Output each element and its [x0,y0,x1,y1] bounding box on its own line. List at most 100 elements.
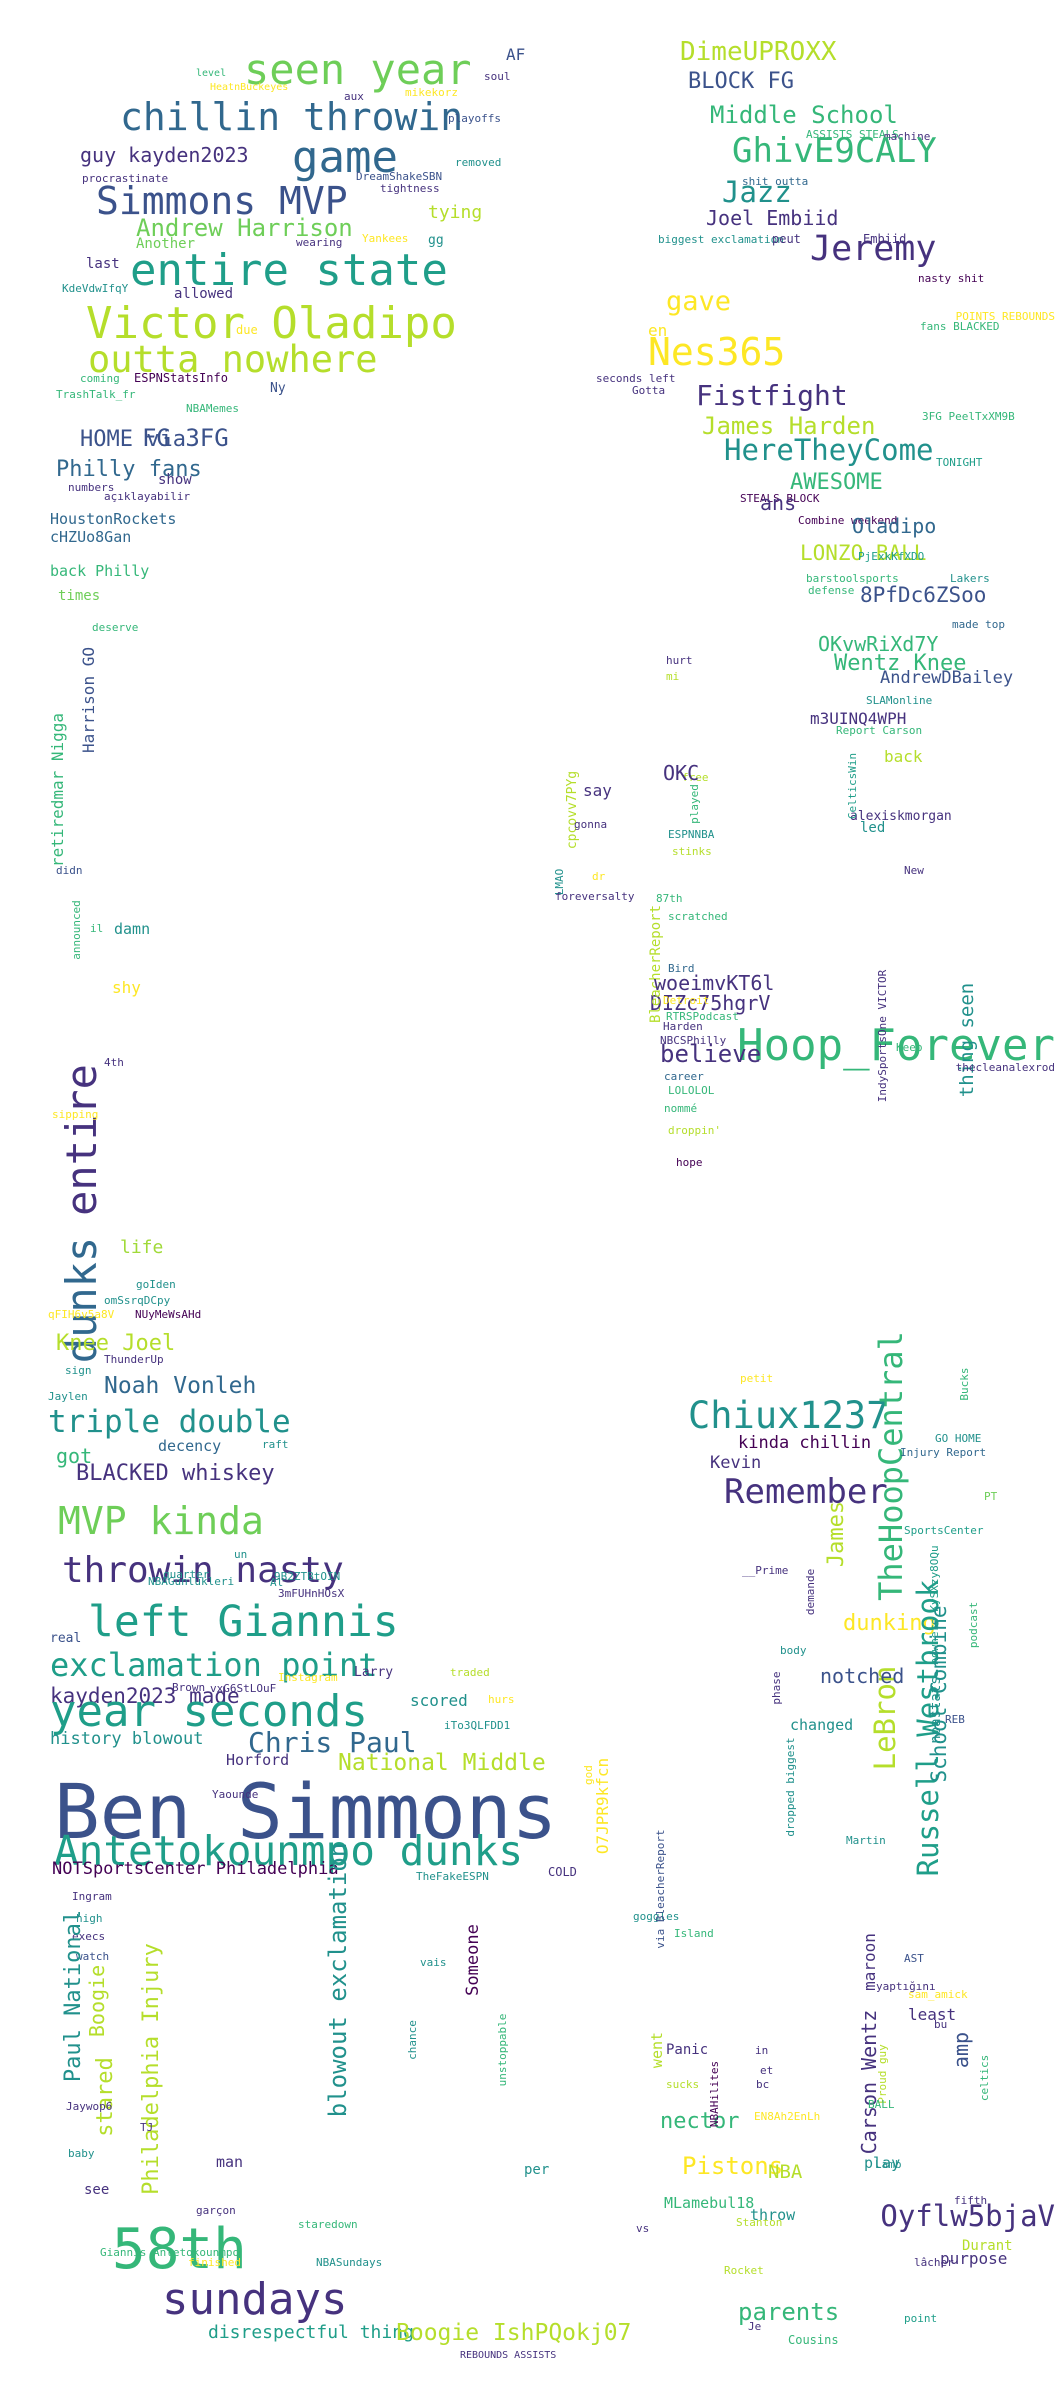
cloud-word: 58th [112,2217,247,2282]
cloud-word: BALL [868,2098,895,2111]
cloud-word: goggles [633,1910,679,1923]
cloud-word: chance [406,2020,419,2060]
cloud-word: Injury Report [900,1446,986,1459]
cloud-word: STEALS BLOCK [740,492,820,505]
cloud-word: LONZO BALL [800,541,926,565]
cloud-word: REBOUNDS ASSISTS [460,2350,556,2361]
cloud-word: real [50,1631,81,1646]
cloud-word: SportsCenter [904,1524,984,1537]
cloud-word: SLAMonline [866,694,932,707]
cloud-word: entire state [130,245,448,296]
cloud-word: REB [945,1713,965,1726]
cloud-word: back [884,747,923,766]
cloud-word: dropped biggest [784,1737,797,1836]
cloud-word: DreamShakeSBN [356,170,442,183]
cloud-word: disrespectful thing [208,2322,414,2343]
cloud-word: Keep [896,1041,923,1054]
cloud-word: foreversalty [555,890,635,903]
cloud-word: hurs [488,1693,515,1706]
cloud-word: Horford [226,1751,289,1769]
cloud-word: shit outta [742,175,808,188]
cloud-word: sipping [52,1108,98,1121]
cloud-word: IndySportsOne VICTOR [876,969,889,1102]
cloud-word: Panic [666,2042,708,2058]
cloud-word: stared [93,2057,118,2136]
cloud-word: soul [484,70,511,83]
cloud-word: sam_amick [908,1988,968,2001]
cloud-word: scratched [668,910,728,923]
cloud-word: finished [188,2256,241,2269]
cloud-word: Proud guy [876,2044,889,2104]
cloud-word: NBA [768,2161,803,2183]
cloud-word: PjExkKfXDO [858,550,924,563]
cloud-word: Cousins [788,2333,839,2347]
cloud-word: DimeUPROXX [680,37,837,67]
cloud-word: Philadelphia Injury [139,1943,164,2195]
cloud-word: throwin nasty [62,1550,344,1591]
cloud-word: playoffs [448,112,501,125]
cloud-word: sets [0,0,29,3]
cloud-word: got [56,1444,92,1468]
cloud-word: woeimvKT6l [654,971,774,995]
cloud-word: yaptığını [876,1980,936,1993]
cloud-word: throw [750,2206,796,2224]
cloud-word: m3UINQ4WPH [810,709,906,728]
cloud-word: sundays [162,2274,347,2325]
cloud-word: Ny [270,381,286,396]
cloud-word: amp [949,2032,973,2068]
cloud-word: celtics [978,2055,991,2101]
cloud-word: thing seen [956,983,978,1097]
cloud-word: BLACKED whiskey [76,1461,275,1486]
cloud-word: per [524,2162,549,2178]
cloud-word: dr [592,870,606,883]
cloud-word: see [84,2182,109,2198]
cloud-word: Antetokounmpo dunks [54,1827,523,1875]
cloud-word: TheFakeESPN [416,1870,489,1883]
cloud-word: tying [428,202,482,223]
cloud-word: tightness [380,182,440,195]
cloud-word: Rocket [724,2264,764,2277]
cloud-word: un [234,1548,247,1561]
cloud-word: say [583,781,612,800]
cloud-word: Larry [354,1665,393,1680]
cloud-word: execs [72,1930,105,1943]
cloud-word: Bird [668,962,695,975]
cloud-word: HOME via [80,427,186,452]
cloud-word: sucks [666,2078,699,2091]
cloud-word: Jeremy [810,229,936,269]
cloud-word: fans BLACKED [920,320,999,333]
cloud-word: changed [790,1716,853,1734]
cloud-word: TheHoopCentral [872,1331,910,1601]
cloud-word: shy [112,978,141,997]
cloud-word: Andrew Harrison [136,214,353,242]
cloud-word: career [664,1070,704,1083]
cloud-word: hope [676,1156,703,1169]
cloud-word: show [158,472,192,488]
cloud-word: via BleacherReport [654,1829,667,1948]
cloud-word: due [236,323,258,337]
cloud-word: 3mFUHnHOsX [278,1587,345,1600]
cloud-word: Je [748,2320,761,2333]
cloud-word: least [908,2005,956,2024]
cloud-word: droppin' [668,1124,721,1137]
cloud-word: Jaylen [48,1390,88,1403]
cloud-word: nasty shit [918,272,984,285]
cloud-word: 8PfDc6ZSoo [860,583,986,607]
cloud-word: omSsrqDCpy [104,1294,171,1307]
cloud-word: played [688,784,701,824]
cloud-word: en [648,321,667,340]
cloud-word: nommé [664,1102,697,1115]
cloud-word: point [904,2312,937,2325]
cloud-word: procrastinate [82,172,168,185]
cloud-word: OKC [663,761,699,785]
cloud-word: kayden2023 made [50,1684,240,1708]
cloud-word: Noah Vonleh [104,1373,256,1399]
cloud-word: exclamation point [50,1646,378,1684]
cloud-word: GO HOME [935,1432,981,1445]
cloud-word: defense [808,584,854,597]
cloud-word: qFIH6v5a8V [48,1308,115,1321]
cloud-word: BleacherReport [648,905,664,1023]
cloud-word: vs [636,2222,649,2235]
cloud-word: Jazz [722,175,792,209]
cloud-word: AndrewDBailey [880,668,1013,688]
